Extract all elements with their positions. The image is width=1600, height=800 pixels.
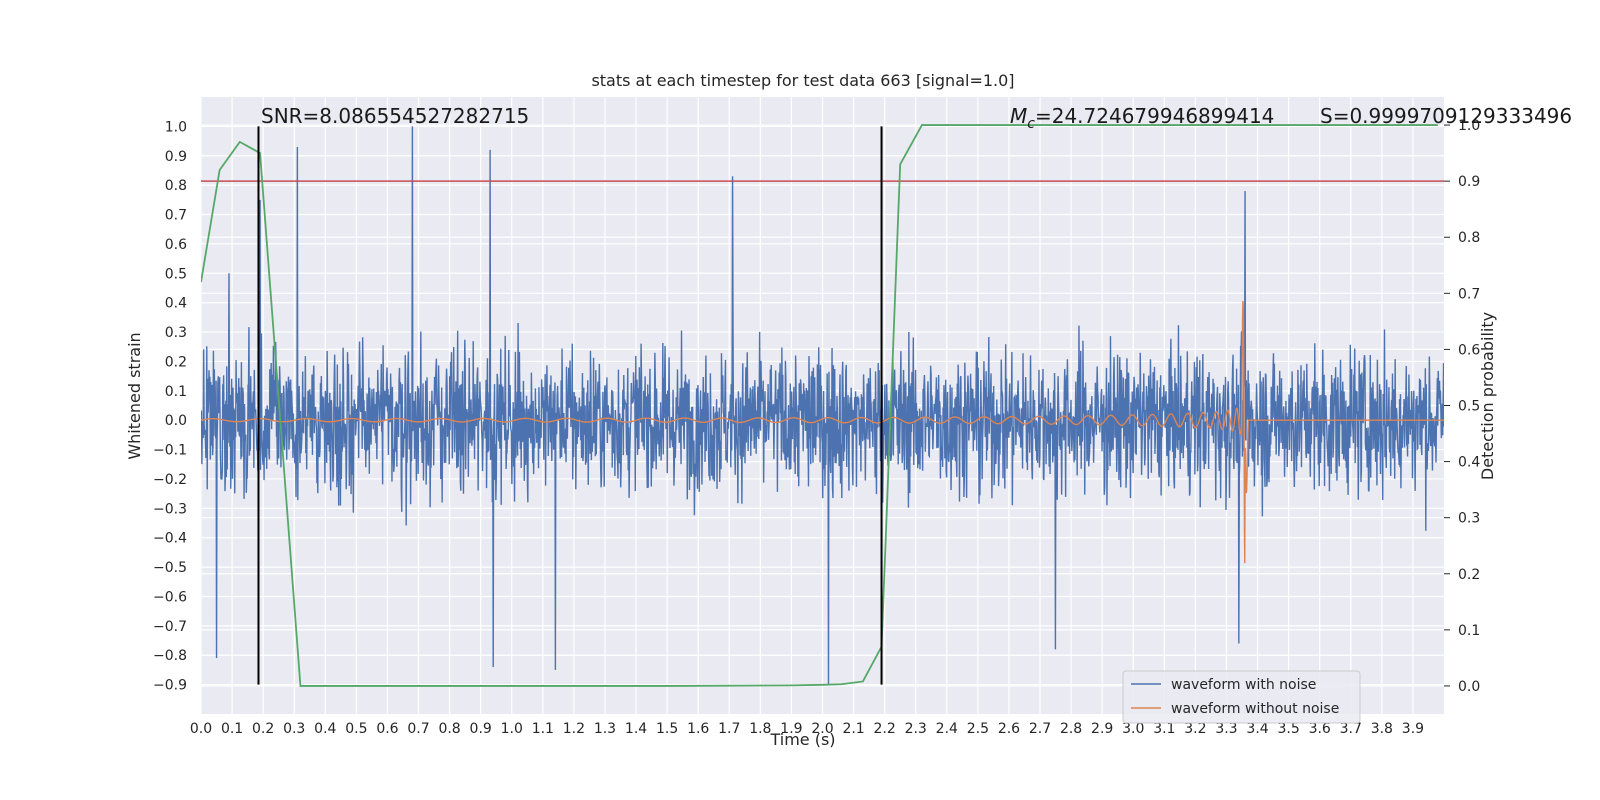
x-tick-label: 2.4 [936, 721, 958, 737]
x-tick-label: 2.9 [1091, 721, 1113, 737]
x-tick-label: 3.2 [1184, 721, 1206, 737]
x-tick-label: 2.5 [967, 721, 989, 737]
y-tick-label: 0.3 [165, 325, 187, 341]
x-tick-label: 3.9 [1402, 721, 1424, 737]
chirp-mass-annotation: Mc=24.724679946899414 [1010, 104, 1274, 132]
y-tick-label: 0.9 [165, 149, 187, 165]
x-tick-label: 0.3 [283, 721, 305, 737]
y2-tick-label: 0.5 [1458, 399, 1480, 415]
marker-lines [257, 126, 883, 685]
x-tick-label: 0.8 [438, 721, 460, 737]
x-tick-label: 3.5 [1277, 721, 1299, 737]
y-tick-label: −0.4 [153, 531, 187, 547]
series-waveform-without-noise [201, 301, 1444, 564]
y-tick-label: 0.0 [165, 413, 187, 429]
y-tick-label: 0.1 [165, 384, 187, 400]
x-axis-label: Time (s) [769, 730, 835, 749]
x-tick-label: 3.0 [1122, 721, 1144, 737]
legend-label-clean: waveform without noise [1171, 701, 1339, 717]
x-tick-label: 2.0 [811, 721, 833, 737]
series-waveform-with-noise [201, 126, 1444, 685]
y2-tick-label: 1.0 [1458, 118, 1480, 134]
chart-title: stats at each timestep for test data 663… [591, 71, 1014, 90]
y-tick-label: 0.7 [165, 208, 187, 224]
y2-tick-label: 0.4 [1458, 455, 1480, 471]
x-tick-label: 0.2 [252, 721, 274, 737]
x-tick-label: 1.1 [532, 721, 554, 737]
x-tick-labels: 0.0 0.1 0.2 0.3 0.4 0.5 0.6 0.7 0.8 0.9 1.0 1.1 1.2 1… [190, 721, 1424, 737]
y-tick-label: −0.6 [153, 589, 187, 605]
x-tick-label: 2.6 [998, 721, 1020, 737]
y-tick-label: −0.1 [153, 443, 187, 459]
chirp-mass-subscript: c [1027, 116, 1035, 132]
x-tick-label: 2.3 [905, 721, 927, 737]
x-tick-label: 0.1 [221, 721, 243, 737]
x-tick-label: 0.6 [376, 721, 398, 737]
y-tick-label: 1.0 [165, 119, 187, 135]
series-detection-probability [201, 124, 1438, 687]
x-tick-label: 2.1 [842, 721, 864, 737]
y2-tick-label: 0.0 [1458, 679, 1480, 695]
y-tick-label: 0.8 [165, 178, 187, 194]
y-tick-label: 0.2 [165, 354, 187, 370]
x-tick-label: 3.1 [1153, 721, 1175, 737]
legend-label-noise: waveform with noise [1171, 677, 1316, 693]
legend: waveform with noise waveform without noi… [1122, 670, 1361, 724]
y2-axis-label: Detection probability [1478, 312, 1497, 480]
snr-annotation: SNR=8.086554527282715 [261, 104, 529, 128]
y2-tick-labels: 0.0 0.1 0.2 0.3 0.4 0.5 0.6 0.7 0.8 0.9 1.0 [1444, 118, 1480, 695]
detection-probability-line [201, 124, 1438, 687]
x-tick-label: 0.0 [190, 721, 212, 737]
chirp-mass-symbol: M [1010, 104, 1027, 128]
x-tick-label: 2.2 [874, 721, 896, 737]
x-tick-label: 0.7 [407, 721, 429, 737]
y-tick-label: −0.8 [153, 648, 187, 664]
y2-tick-label: 0.2 [1458, 567, 1480, 583]
y-tick-label: 0.5 [165, 266, 187, 282]
y-tick-labels: −0.9 −0.8 −0.7 −0.6 −0.5 −0.4 −0.3 −0.2 −0.1 0.0 0… [153, 119, 187, 693]
x-tick-label: 1.5 [656, 721, 678, 737]
x-tick-label: 2.8 [1060, 721, 1082, 737]
x-tick-label: 0.4 [314, 721, 336, 737]
x-tick-label: 1.8 [749, 721, 771, 737]
x-tick-label: 1.4 [625, 721, 647, 737]
x-tick-label: 2.7 [1029, 721, 1051, 737]
x-tick-label: 1.2 [563, 721, 585, 737]
y2-tick-label: 0.9 [1458, 174, 1480, 190]
y2-tick-label: 0.1 [1458, 623, 1480, 639]
x-tick-label: 3.8 [1371, 721, 1393, 737]
x-tick-label: 3.3 [1215, 721, 1237, 737]
y-tick-label: −0.7 [153, 619, 187, 635]
x-tick-label: 1.0 [501, 721, 523, 737]
y-tick-label: −0.3 [153, 501, 187, 517]
y2-tick-label: 0.3 [1458, 511, 1480, 527]
waveform-without-noise-line [201, 301, 1444, 564]
x-tick-label: 0.5 [345, 721, 367, 737]
y-tick-label: −0.9 [153, 678, 187, 694]
x-tick-label: 0.9 [470, 721, 492, 737]
y-axis-label: Whitened strain [125, 332, 144, 459]
score-annotation: S=0.9999709129333496 [1320, 104, 1572, 128]
y-tick-label: 0.4 [165, 296, 187, 312]
x-tick-label: 3.7 [1340, 721, 1362, 737]
y-tick-label: −0.2 [153, 472, 187, 488]
x-tick-label: 1.3 [594, 721, 616, 737]
y2-tick-label: 0.6 [1458, 342, 1480, 358]
y-tick-label: 0.6 [165, 237, 187, 253]
x-tick-label: 3.4 [1246, 721, 1268, 737]
waveform-with-noise-line [201, 126, 1444, 685]
y-tick-label: −0.5 [153, 560, 187, 576]
x-tick-label: 1.6 [687, 721, 709, 737]
y2-tick-label: 0.8 [1458, 230, 1480, 246]
x-tick-label: 1.9 [780, 721, 802, 737]
x-tick-label: 1.7 [718, 721, 740, 737]
legend-frame [1122, 670, 1361, 724]
x-tick-label: 3.6 [1309, 721, 1331, 737]
y2-tick-label: 0.7 [1458, 286, 1480, 302]
chirp-mass-value: =24.724679946899414 [1035, 104, 1274, 128]
